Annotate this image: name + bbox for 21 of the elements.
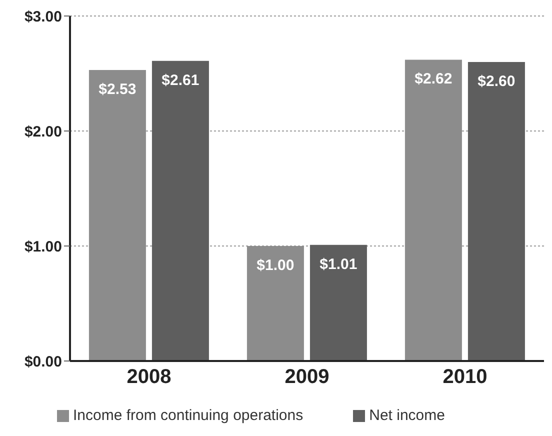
data-label: $1.00 xyxy=(256,257,294,274)
bar xyxy=(404,60,462,361)
data-label: $2.53 xyxy=(98,81,136,98)
y-tick-label: $2.00 xyxy=(24,123,62,140)
bar xyxy=(88,70,146,361)
data-label: $2.61 xyxy=(162,72,200,89)
data-label: $2.62 xyxy=(414,70,452,88)
legend-label: Income from continuing operations xyxy=(72,407,304,424)
bar xyxy=(468,62,525,361)
y-tick-label: $3.00 xyxy=(24,8,62,26)
data-label: $1.01 xyxy=(320,256,358,273)
bar xyxy=(152,60,209,361)
x-tick-label: 2009 xyxy=(284,366,330,388)
y-tick-label: $1.00 xyxy=(24,238,62,256)
legend-label: Net income xyxy=(369,407,445,424)
y-tick-label: $0.00 xyxy=(24,353,62,370)
data-label: $2.60 xyxy=(478,73,516,90)
x-tick-label: 2010 xyxy=(442,366,488,388)
bar xyxy=(310,244,367,361)
bar xyxy=(246,246,304,361)
x-tick-label: 2008 xyxy=(126,366,172,388)
